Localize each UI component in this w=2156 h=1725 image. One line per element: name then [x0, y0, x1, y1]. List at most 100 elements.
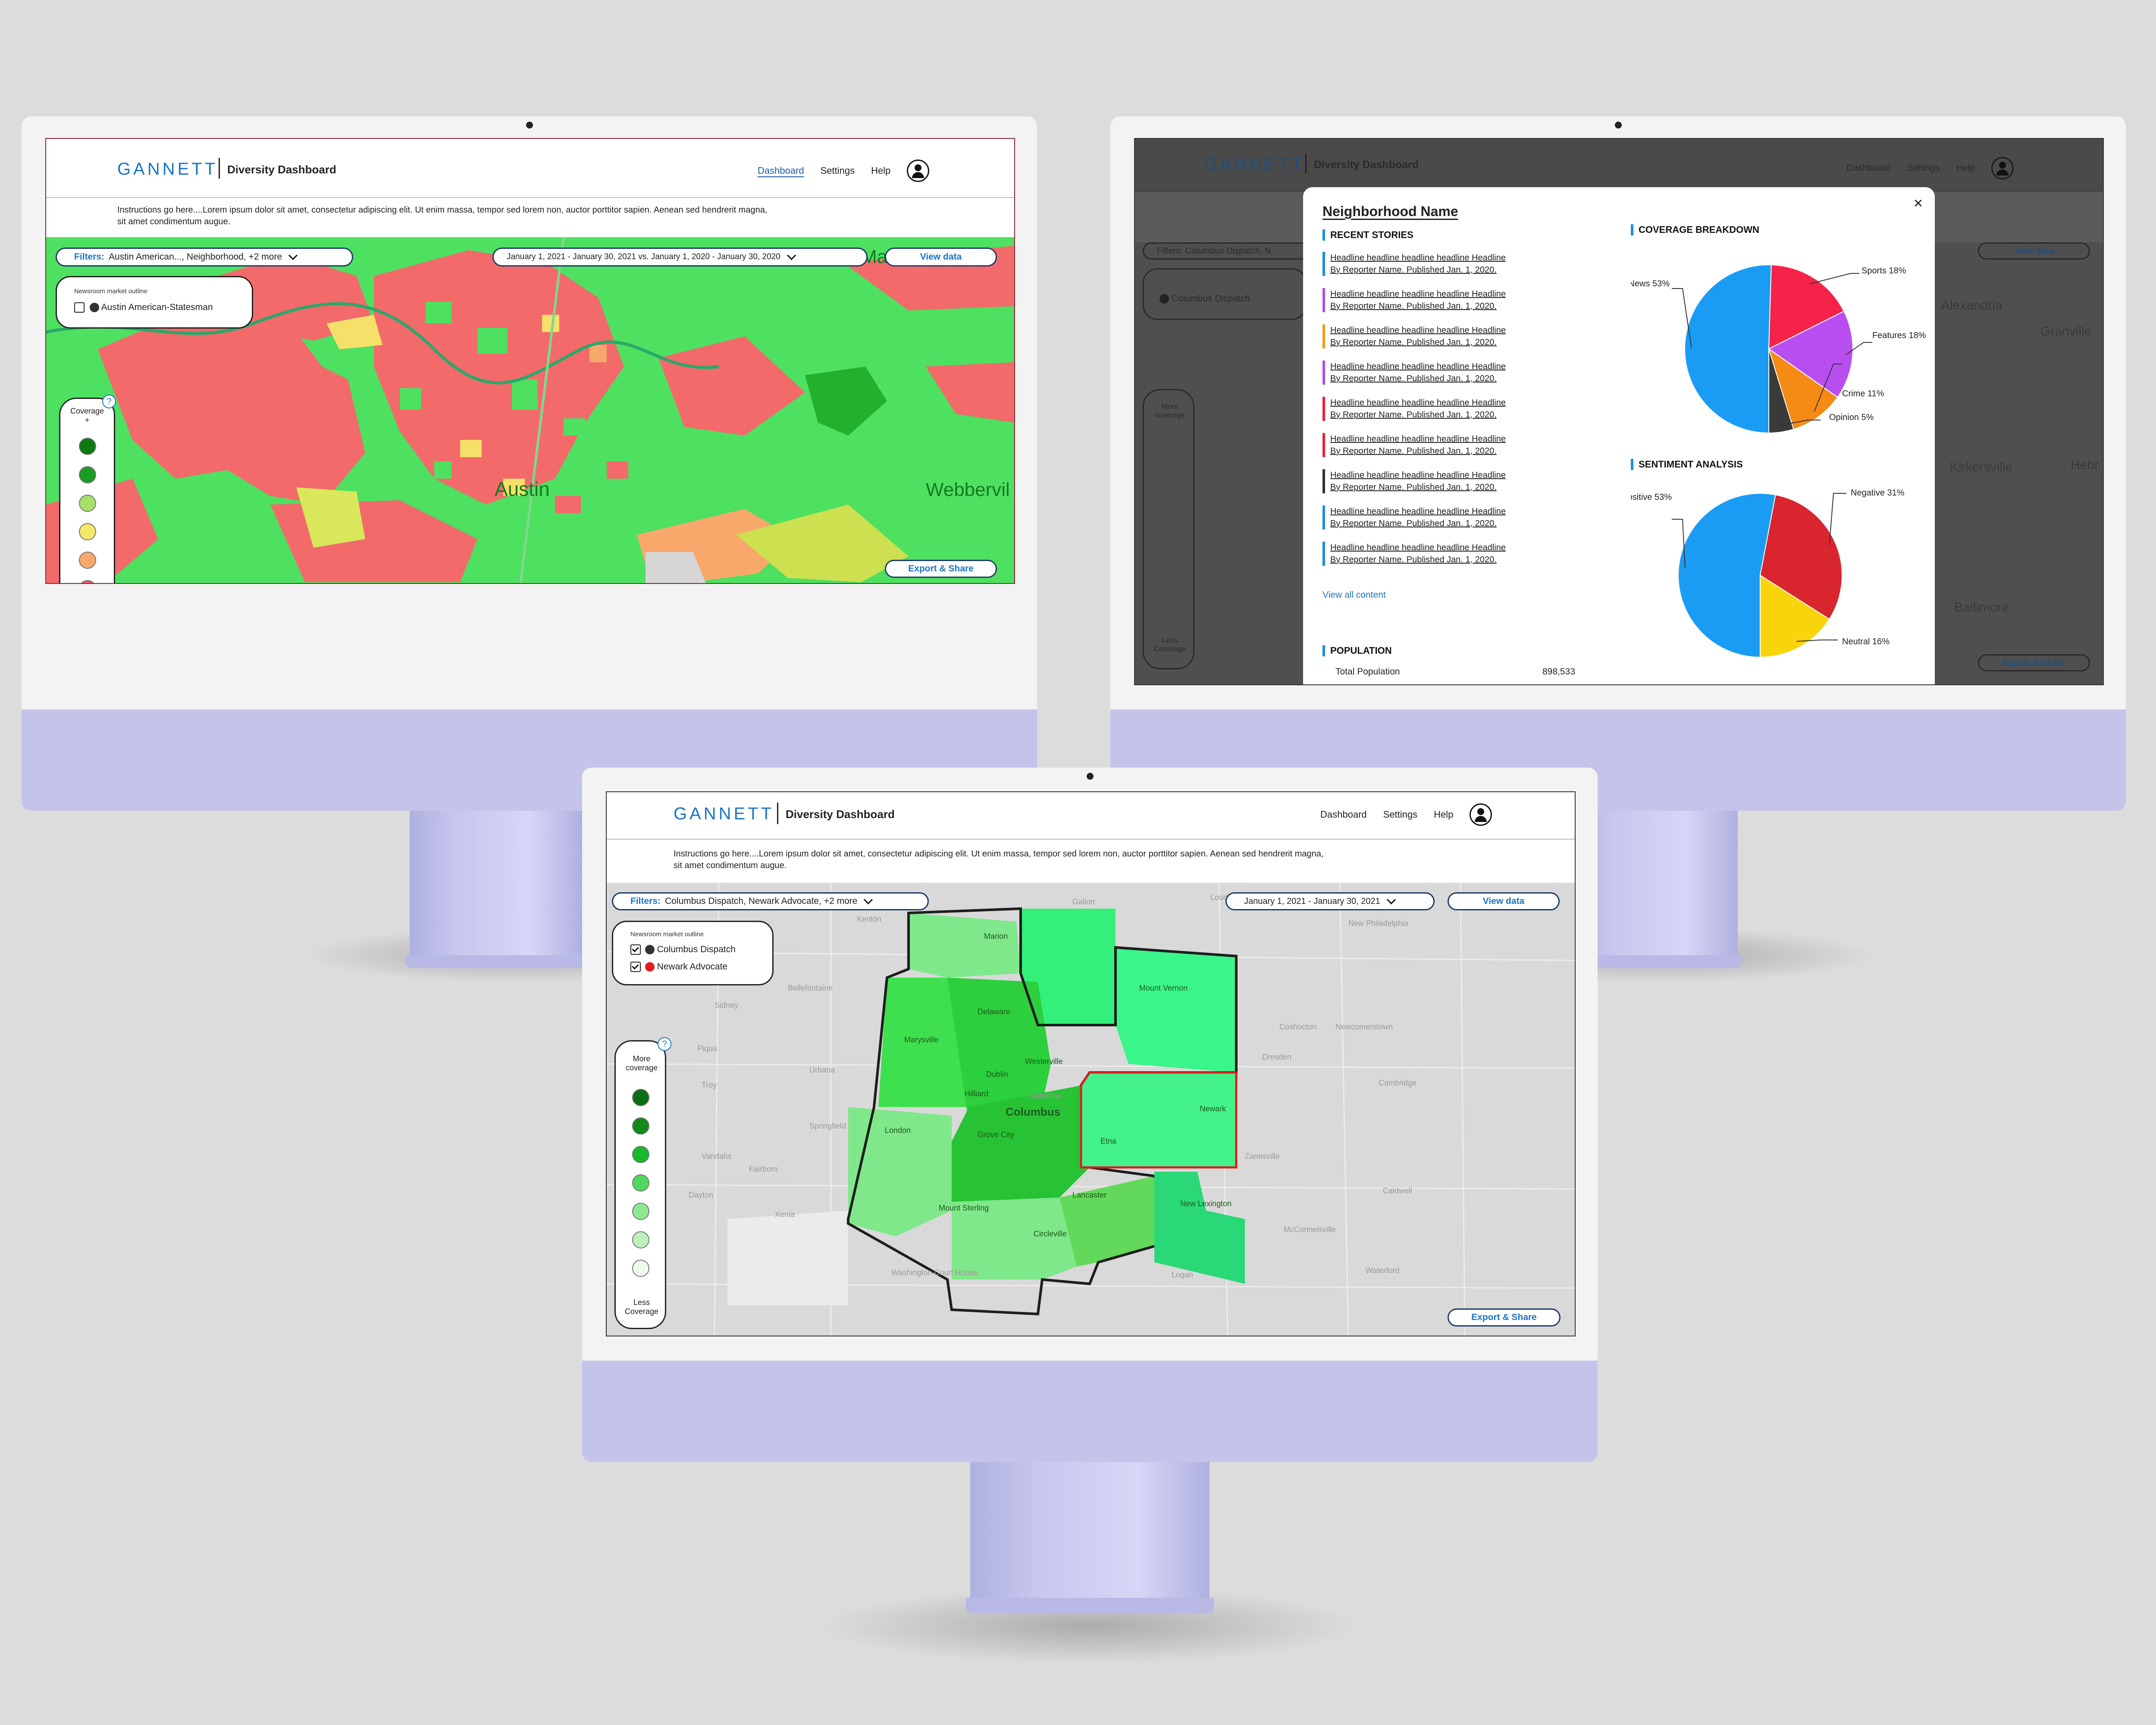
bg-filters-text: Filters: Columbus Dispatch, N — [1157, 246, 1271, 256]
pie-slice-features[interactable] — [1768, 310, 1853, 398]
date-range-dropdown[interactable]: January 1, 2021 - January 30, 2021 — [1225, 892, 1435, 910]
bg-filters-pill: Filters: Columbus Dispatch, N — [1143, 242, 1315, 260]
map-label: Xenia — [775, 1210, 795, 1219]
market-outline-label: Newark Advocate — [657, 962, 728, 972]
bg-top-nav: Dashboard Settings Help — [1846, 157, 2014, 179]
market-outline-item-dispatch[interactable]: Columbus Dispatch — [630, 944, 736, 955]
foot-front — [966, 1598, 1214, 1613]
coverage-pie-chart[interactable]: News 53% Sports 18% Features 18% Crime 11% O… — [1631, 239, 1928, 455]
coverage-level-dot — [632, 1146, 649, 1163]
coverage-legend-top-sign: + — [85, 416, 90, 424]
story-item[interactable]: Headline headline headline headline Head… — [1322, 505, 1506, 530]
recent-stories-title: RECENT STORIES — [1322, 229, 1413, 241]
pie-leader-line — [1796, 640, 1838, 642]
story-headline[interactable]: Headline headline headline headline Head… — [1330, 253, 1506, 263]
bg-logo-separator — [1305, 154, 1307, 173]
story-headline[interactable]: Headline headline headline headline Head… — [1330, 434, 1506, 444]
map-label: Piqua — [697, 1044, 718, 1053]
stand-left — [410, 802, 582, 957]
map-label: Troy — [702, 1081, 717, 1089]
map-label: Bellefontaine — [788, 984, 833, 992]
story-item[interactable]: Headline headline headline headline Head… — [1322, 361, 1506, 385]
story-byline: By Reporter Name. Published Jan. 1, 2020… — [1330, 519, 1497, 528]
story-byline: By Reporter Name. Published Jan. 1, 2020… — [1330, 446, 1497, 456]
story-item[interactable]: Headline headline headline headline Head… — [1322, 397, 1506, 421]
story-headline[interactable]: Headline headline headline headline Head… — [1330, 507, 1506, 516]
map-label: Logan — [1172, 1270, 1193, 1279]
brand-logo[interactable]: GANNETT — [117, 160, 218, 179]
story-headline[interactable]: Headline headline headline headline Head… — [1330, 470, 1506, 480]
story-item[interactable]: Headline headline headline headline Head… — [1322, 469, 1506, 493]
story-item[interactable]: Headline headline headline headline Head… — [1322, 324, 1506, 348]
county-marion — [909, 913, 1021, 978]
market-outline-title: Newsroom market outline — [74, 288, 148, 295]
map-label: Circleville — [1034, 1229, 1067, 1238]
pie-slice-crime[interactable] — [1768, 348, 1838, 430]
bg-nav-settings: Settings — [1907, 163, 1940, 173]
coverage-legend: More coverage Less Coverage — [614, 1040, 666, 1329]
date-range-dropdown[interactable]: January 1, 2021 - January 30, 2021 vs. J… — [492, 248, 868, 267]
nav-settings[interactable]: Settings — [820, 165, 855, 176]
sentiment-pie-chart[interactable]: Positive 53% Negative 31% Neutral 16% — [1631, 474, 1928, 677]
view-all-link[interactable]: View all content — [1322, 590, 1386, 600]
close-icon[interactable]: × — [1913, 194, 1923, 212]
coverage-breakdown-title: COVERAGE BREAKDOWN — [1631, 224, 1759, 235]
nav-dashboard[interactable]: Dashboard — [1320, 809, 1367, 820]
export-share-button[interactable]: Export & Share — [885, 560, 997, 578]
imac-austin: GANNETT Diversity Dashboard Dashboard Se… — [22, 116, 1037, 811]
story-item[interactable]: Headline headline headline headline Head… — [1322, 288, 1506, 312]
map-label: Columbus — [1006, 1105, 1060, 1118]
story-headline[interactable]: Headline headline headline headline Head… — [1330, 543, 1506, 552]
pie-label: Negative 31% — [1851, 488, 1905, 498]
pie-slice-opinion[interactable] — [1768, 348, 1794, 434]
bg-nav-help: Help — [1956, 163, 1975, 173]
market-outline-checkbox[interactable] — [630, 944, 641, 955]
help-icon[interactable]: ? — [658, 1037, 671, 1051]
market-outline-item-newark[interactable]: Newark Advocate — [630, 962, 727, 972]
story-headline[interactable]: Headline headline headline headline Head… — [1330, 398, 1506, 408]
help-icon[interactable]: ? — [102, 395, 116, 408]
map-label: Newark — [1200, 1104, 1226, 1113]
story-item[interactable]: Headline headline headline headline Head… — [1322, 542, 1506, 566]
view-data-button[interactable]: View data — [885, 248, 997, 267]
logo-separator — [219, 158, 220, 179]
map-label: Caldwell — [1383, 1186, 1412, 1195]
story-item[interactable]: Headline headline headline headline Head… — [1322, 252, 1506, 276]
columbus-coverage-map[interactable]: Marion Delaware Marysville Dublin Westervill… — [607, 883, 1575, 1336]
user-avatar-icon[interactable] — [907, 160, 930, 182]
camera-icon — [1087, 773, 1094, 780]
map-label: New Philadelphia — [1348, 919, 1409, 928]
pie-slice-neutral[interactable] — [1760, 574, 1830, 658]
market-outline-checkbox[interactable] — [74, 302, 85, 313]
bg-view-data-pill: View data — [1978, 242, 2090, 260]
pie-slice-news[interactable] — [1684, 264, 1772, 434]
story-item[interactable]: Headline headline headline headline Head… — [1322, 433, 1506, 457]
pie-slice-positive[interactable] — [1678, 493, 1776, 658]
filters-dropdown[interactable]: Filters: Austin American..., Neighborhoo… — [56, 248, 353, 267]
nav-help[interactable]: Help — [1434, 809, 1454, 820]
nav-settings[interactable]: Settings — [1383, 809, 1418, 820]
county-licking — [1081, 1073, 1236, 1167]
filters-label: Filters: — [630, 896, 661, 906]
austin-heatmap[interactable]: Austin Manor Webbervil — [46, 237, 1014, 583]
bg-brand-logo: GANNETT — [1204, 155, 1305, 174]
story-headline[interactable]: Headline headline headline headline Head… — [1330, 362, 1506, 371]
newark-advocate-market — [1080, 1071, 1245, 1284]
pie-slice-sports[interactable] — [1768, 264, 1845, 350]
story-headline[interactable]: Headline headline headline headline Head… — [1330, 289, 1506, 299]
user-avatar-icon[interactable] — [1470, 803, 1492, 826]
market-outline-checkbox[interactable] — [630, 962, 641, 972]
market-outline-panel: Newsroom market outline Austin American-… — [56, 276, 253, 329]
filters-dropdown[interactable]: Filters: Columbus Dispatch, Newark Advoc… — [612, 892, 929, 910]
brand-logo[interactable]: GANNETT — [674, 804, 774, 823]
date-range-value: January 1, 2021 - January 30, 2021 — [1244, 896, 1380, 906]
nav-help[interactable]: Help — [871, 165, 891, 176]
view-data-button[interactable]: View data — [1448, 892, 1560, 910]
map-label: Fairborn — [749, 1165, 778, 1173]
nav-dashboard[interactable]: Dashboard — [758, 165, 804, 176]
region-red-east — [658, 336, 805, 436]
story-headline[interactable]: Headline headline headline headline Head… — [1330, 326, 1506, 335]
export-share-button[interactable]: Export & Share — [1448, 1308, 1561, 1327]
market-outline-item[interactable]: Austin American-Statesman — [74, 302, 213, 313]
neighborhood-modal: × Neighborhood Name RECENT STORIES Headl… — [1303, 187, 1935, 684]
